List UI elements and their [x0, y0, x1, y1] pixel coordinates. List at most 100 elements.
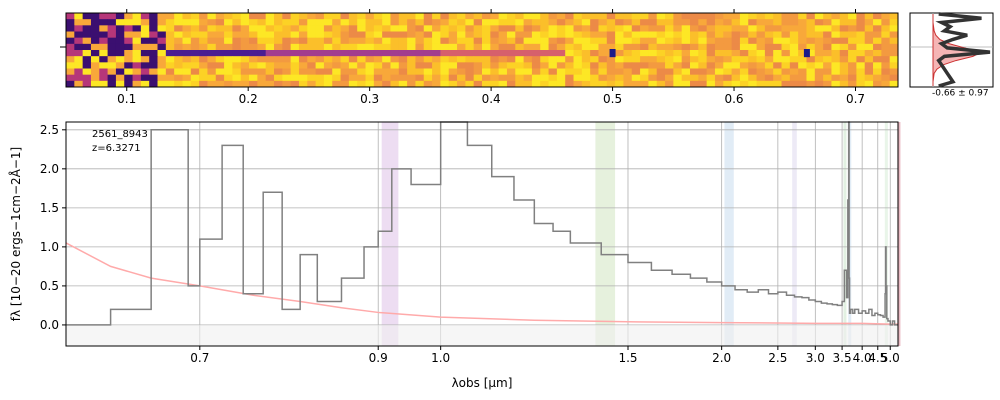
heat-cell	[90, 68, 100, 76]
heat-cell	[806, 68, 816, 76]
heat-cell	[323, 62, 333, 69]
heat-cell	[398, 50, 408, 57]
heat-cell	[115, 25, 125, 32]
heat-cell	[298, 68, 308, 76]
heat-cell	[889, 25, 899, 32]
heat-cell	[548, 13, 558, 20]
heat-cell	[190, 74, 200, 82]
heat-cell	[190, 31, 200, 39]
heat-cell	[282, 25, 292, 32]
heat-cell	[806, 43, 816, 51]
heat-cell	[540, 80, 549, 88]
heat-cell	[889, 50, 899, 57]
heat-cell	[66, 13, 75, 20]
heat-cell	[174, 31, 183, 39]
heat-cell	[207, 13, 217, 20]
heat-cell	[282, 19, 292, 26]
line-bands	[381, 122, 901, 346]
heat-cell	[382, 80, 391, 88]
heat-cell	[773, 68, 782, 76]
heat-cell	[199, 74, 208, 82]
heat-cell	[74, 62, 84, 69]
heat-cell	[681, 31, 691, 39]
heat-cell	[382, 37, 391, 45]
heat-cell	[373, 80, 383, 88]
heat-cell	[307, 43, 316, 51]
heat-cell	[66, 19, 75, 26]
heat-cell	[606, 62, 616, 69]
heat-cell	[590, 56, 599, 63]
heat-cell	[315, 50, 325, 57]
heat-cell	[490, 43, 500, 51]
heat-cell	[615, 50, 624, 57]
heat-cell	[432, 62, 441, 69]
heat-cell	[249, 31, 258, 39]
heat-cell	[124, 74, 133, 82]
heat-cell	[199, 43, 208, 51]
heat-cell	[856, 19, 866, 26]
heat-cell	[789, 25, 799, 32]
heat-cell	[656, 19, 666, 26]
heat-cell	[99, 43, 108, 51]
heat-cell	[739, 74, 749, 82]
heat-cell	[523, 62, 533, 69]
heat-cell	[332, 56, 341, 63]
heat-cell	[74, 43, 84, 51]
x-tick-label: 0.3	[360, 92, 379, 106]
heat-cell	[415, 31, 425, 39]
heat-cell	[157, 43, 167, 51]
heat-cell	[856, 37, 866, 45]
x-tick-label: 0.9	[369, 351, 388, 365]
heat-cell	[590, 43, 599, 51]
heat-cell	[348, 68, 358, 76]
heat-cell	[457, 62, 466, 69]
heat-cell	[640, 31, 649, 39]
heat-cell	[199, 37, 208, 45]
heat-cell	[115, 13, 125, 20]
heat-cell	[515, 68, 524, 76]
heat-cell	[615, 68, 624, 76]
heat-cell	[814, 80, 824, 88]
heat-cell	[357, 37, 366, 45]
heat-cell	[232, 50, 242, 57]
heat-cell	[182, 25, 192, 32]
heat-cell	[781, 62, 791, 69]
heat-cell	[290, 74, 300, 82]
heat-cell	[789, 80, 799, 88]
heat-cell	[764, 62, 774, 69]
heat-cell	[823, 50, 832, 57]
heat-cell	[523, 74, 533, 82]
heat-cell	[623, 56, 633, 63]
x-tick-label: 0.1	[117, 92, 136, 106]
heat-cell	[90, 31, 100, 39]
heat-cell	[490, 56, 500, 63]
x-tick-label: 0.7	[846, 92, 865, 106]
heat-cell	[82, 56, 92, 63]
heat-cell	[690, 31, 699, 39]
heat-cell	[373, 43, 383, 51]
heat-cell	[814, 74, 824, 82]
heat-cell	[615, 80, 624, 88]
heat-cell	[82, 74, 92, 82]
heat-cell	[423, 74, 433, 82]
heat-cell	[756, 74, 766, 82]
heat-cell	[340, 68, 350, 76]
heat-cell	[606, 19, 616, 26]
heat-cell	[856, 13, 866, 20]
heat-cell	[839, 68, 849, 76]
heat-cell	[839, 62, 849, 69]
heat-cell	[623, 68, 633, 76]
heat-cell	[307, 80, 316, 88]
heat-cell	[506, 37, 516, 45]
heat-cell	[498, 37, 508, 45]
heat-cell	[781, 68, 791, 76]
heat-cell	[66, 56, 75, 63]
heat-cell	[640, 80, 649, 88]
heat-cell	[581, 62, 591, 69]
heat-cell	[590, 31, 599, 39]
heat-cell	[224, 50, 233, 57]
heat-cell	[723, 74, 732, 82]
heat-cell	[565, 25, 574, 32]
heat-cell	[257, 13, 267, 20]
heat-cell	[182, 62, 192, 69]
